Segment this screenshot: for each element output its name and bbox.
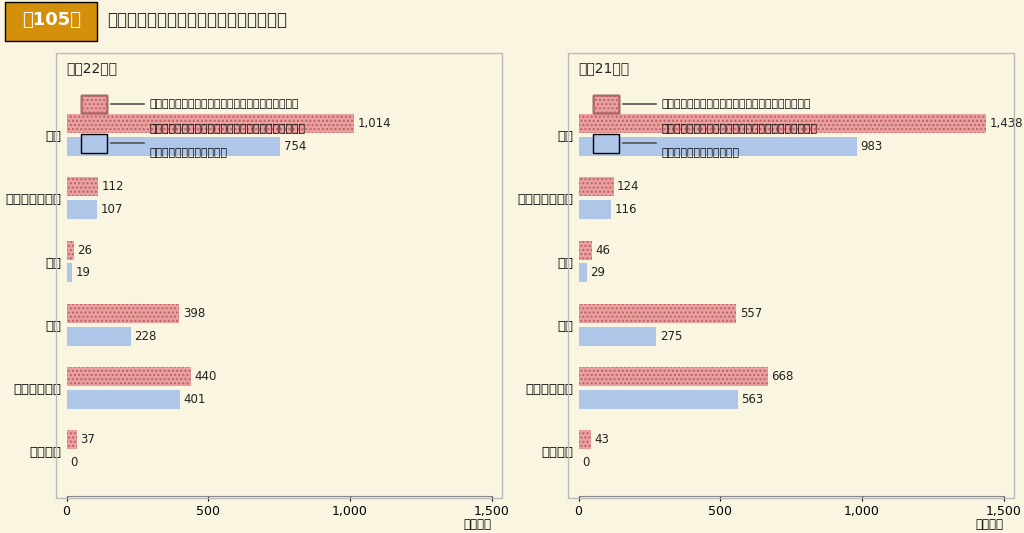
Bar (579, 114, 986, 133)
Bar (579, 240, 592, 260)
Bar (579, 177, 613, 196)
Bar (67, 177, 98, 196)
Text: 754: 754 (284, 140, 306, 153)
Bar (67, 177, 98, 196)
Bar (579, 200, 611, 219)
Text: 業会計の資金不足額合計額: 業会計の資金不足額合計額 (662, 148, 739, 158)
Text: 平成22年度: 平成22年度 (67, 61, 118, 75)
Bar (67, 137, 281, 156)
Bar (67, 327, 131, 346)
FancyBboxPatch shape (81, 94, 108, 113)
Text: 275: 275 (659, 330, 682, 343)
Text: 資金不足額がある公営企業会計の資金不足額合計額: 資金不足額がある公営企業会計の資金不足額合計額 (662, 99, 811, 109)
Text: 29: 29 (590, 266, 605, 279)
Bar (67, 367, 191, 386)
Bar (67, 304, 179, 323)
Bar (579, 263, 587, 282)
Text: 37: 37 (81, 433, 95, 447)
Text: うち資金不足比率が経営健全化基準以上である公営企: うち資金不足比率が経営健全化基準以上である公営企 (662, 124, 817, 134)
Text: 資金不足額の状況（団体種類別合計額）: 資金不足額の状況（団体種類別合計額） (108, 12, 288, 29)
Text: 平成21年度: 平成21年度 (579, 61, 630, 75)
Text: 1,438: 1,438 (989, 117, 1023, 130)
Text: （億円）: （億円） (464, 518, 492, 531)
Bar (67, 114, 354, 133)
Bar (67, 390, 180, 409)
Text: 43: 43 (594, 433, 609, 447)
Bar (579, 304, 736, 323)
Bar (67, 431, 77, 449)
FancyBboxPatch shape (593, 94, 620, 113)
Bar (579, 367, 768, 386)
Bar (67, 240, 74, 260)
Bar (579, 327, 656, 346)
Bar (67, 431, 77, 449)
Text: 228: 228 (134, 330, 157, 343)
Bar (579, 177, 613, 196)
Text: 0: 0 (70, 456, 78, 469)
Text: 557: 557 (739, 307, 762, 320)
Bar (67, 240, 74, 260)
Text: うち資金不足比率が経営健全化基準以上である公営企: うち資金不足比率が経営健全化基準以上である公営企 (150, 124, 305, 134)
Text: 124: 124 (617, 180, 640, 193)
Bar (579, 367, 768, 386)
Text: 398: 398 (182, 307, 205, 320)
Text: 668: 668 (771, 370, 794, 383)
Text: 401: 401 (183, 393, 206, 406)
FancyBboxPatch shape (5, 2, 97, 41)
Bar (579, 137, 857, 156)
Text: 26: 26 (78, 244, 92, 256)
Text: （億円）: （億円） (976, 518, 1004, 531)
Text: 563: 563 (741, 393, 764, 406)
Bar (67, 304, 179, 323)
Text: 第105図: 第105図 (22, 12, 81, 29)
Bar (579, 390, 738, 409)
Text: 19: 19 (76, 266, 90, 279)
Text: 440: 440 (195, 370, 217, 383)
Bar (67, 200, 97, 219)
Text: 116: 116 (614, 203, 637, 216)
FancyBboxPatch shape (593, 134, 620, 152)
Bar (579, 240, 592, 260)
Text: 46: 46 (595, 244, 610, 256)
Text: 107: 107 (100, 203, 123, 216)
Bar (579, 431, 591, 449)
Bar (579, 431, 591, 449)
Text: 業会計の資金不足額合計額: 業会計の資金不足額合計額 (150, 148, 227, 158)
Text: 資金不足額がある公営企業会計の資金不足額合計額: 資金不足額がある公営企業会計の資金不足額合計額 (150, 99, 299, 109)
Bar (67, 263, 72, 282)
Text: 112: 112 (101, 180, 124, 193)
FancyBboxPatch shape (81, 134, 108, 152)
Text: 1,014: 1,014 (357, 117, 391, 130)
Bar (579, 114, 986, 133)
Text: 0: 0 (582, 456, 590, 469)
Bar (67, 114, 354, 133)
Bar (67, 367, 191, 386)
Bar (579, 304, 736, 323)
Text: 983: 983 (860, 140, 883, 153)
